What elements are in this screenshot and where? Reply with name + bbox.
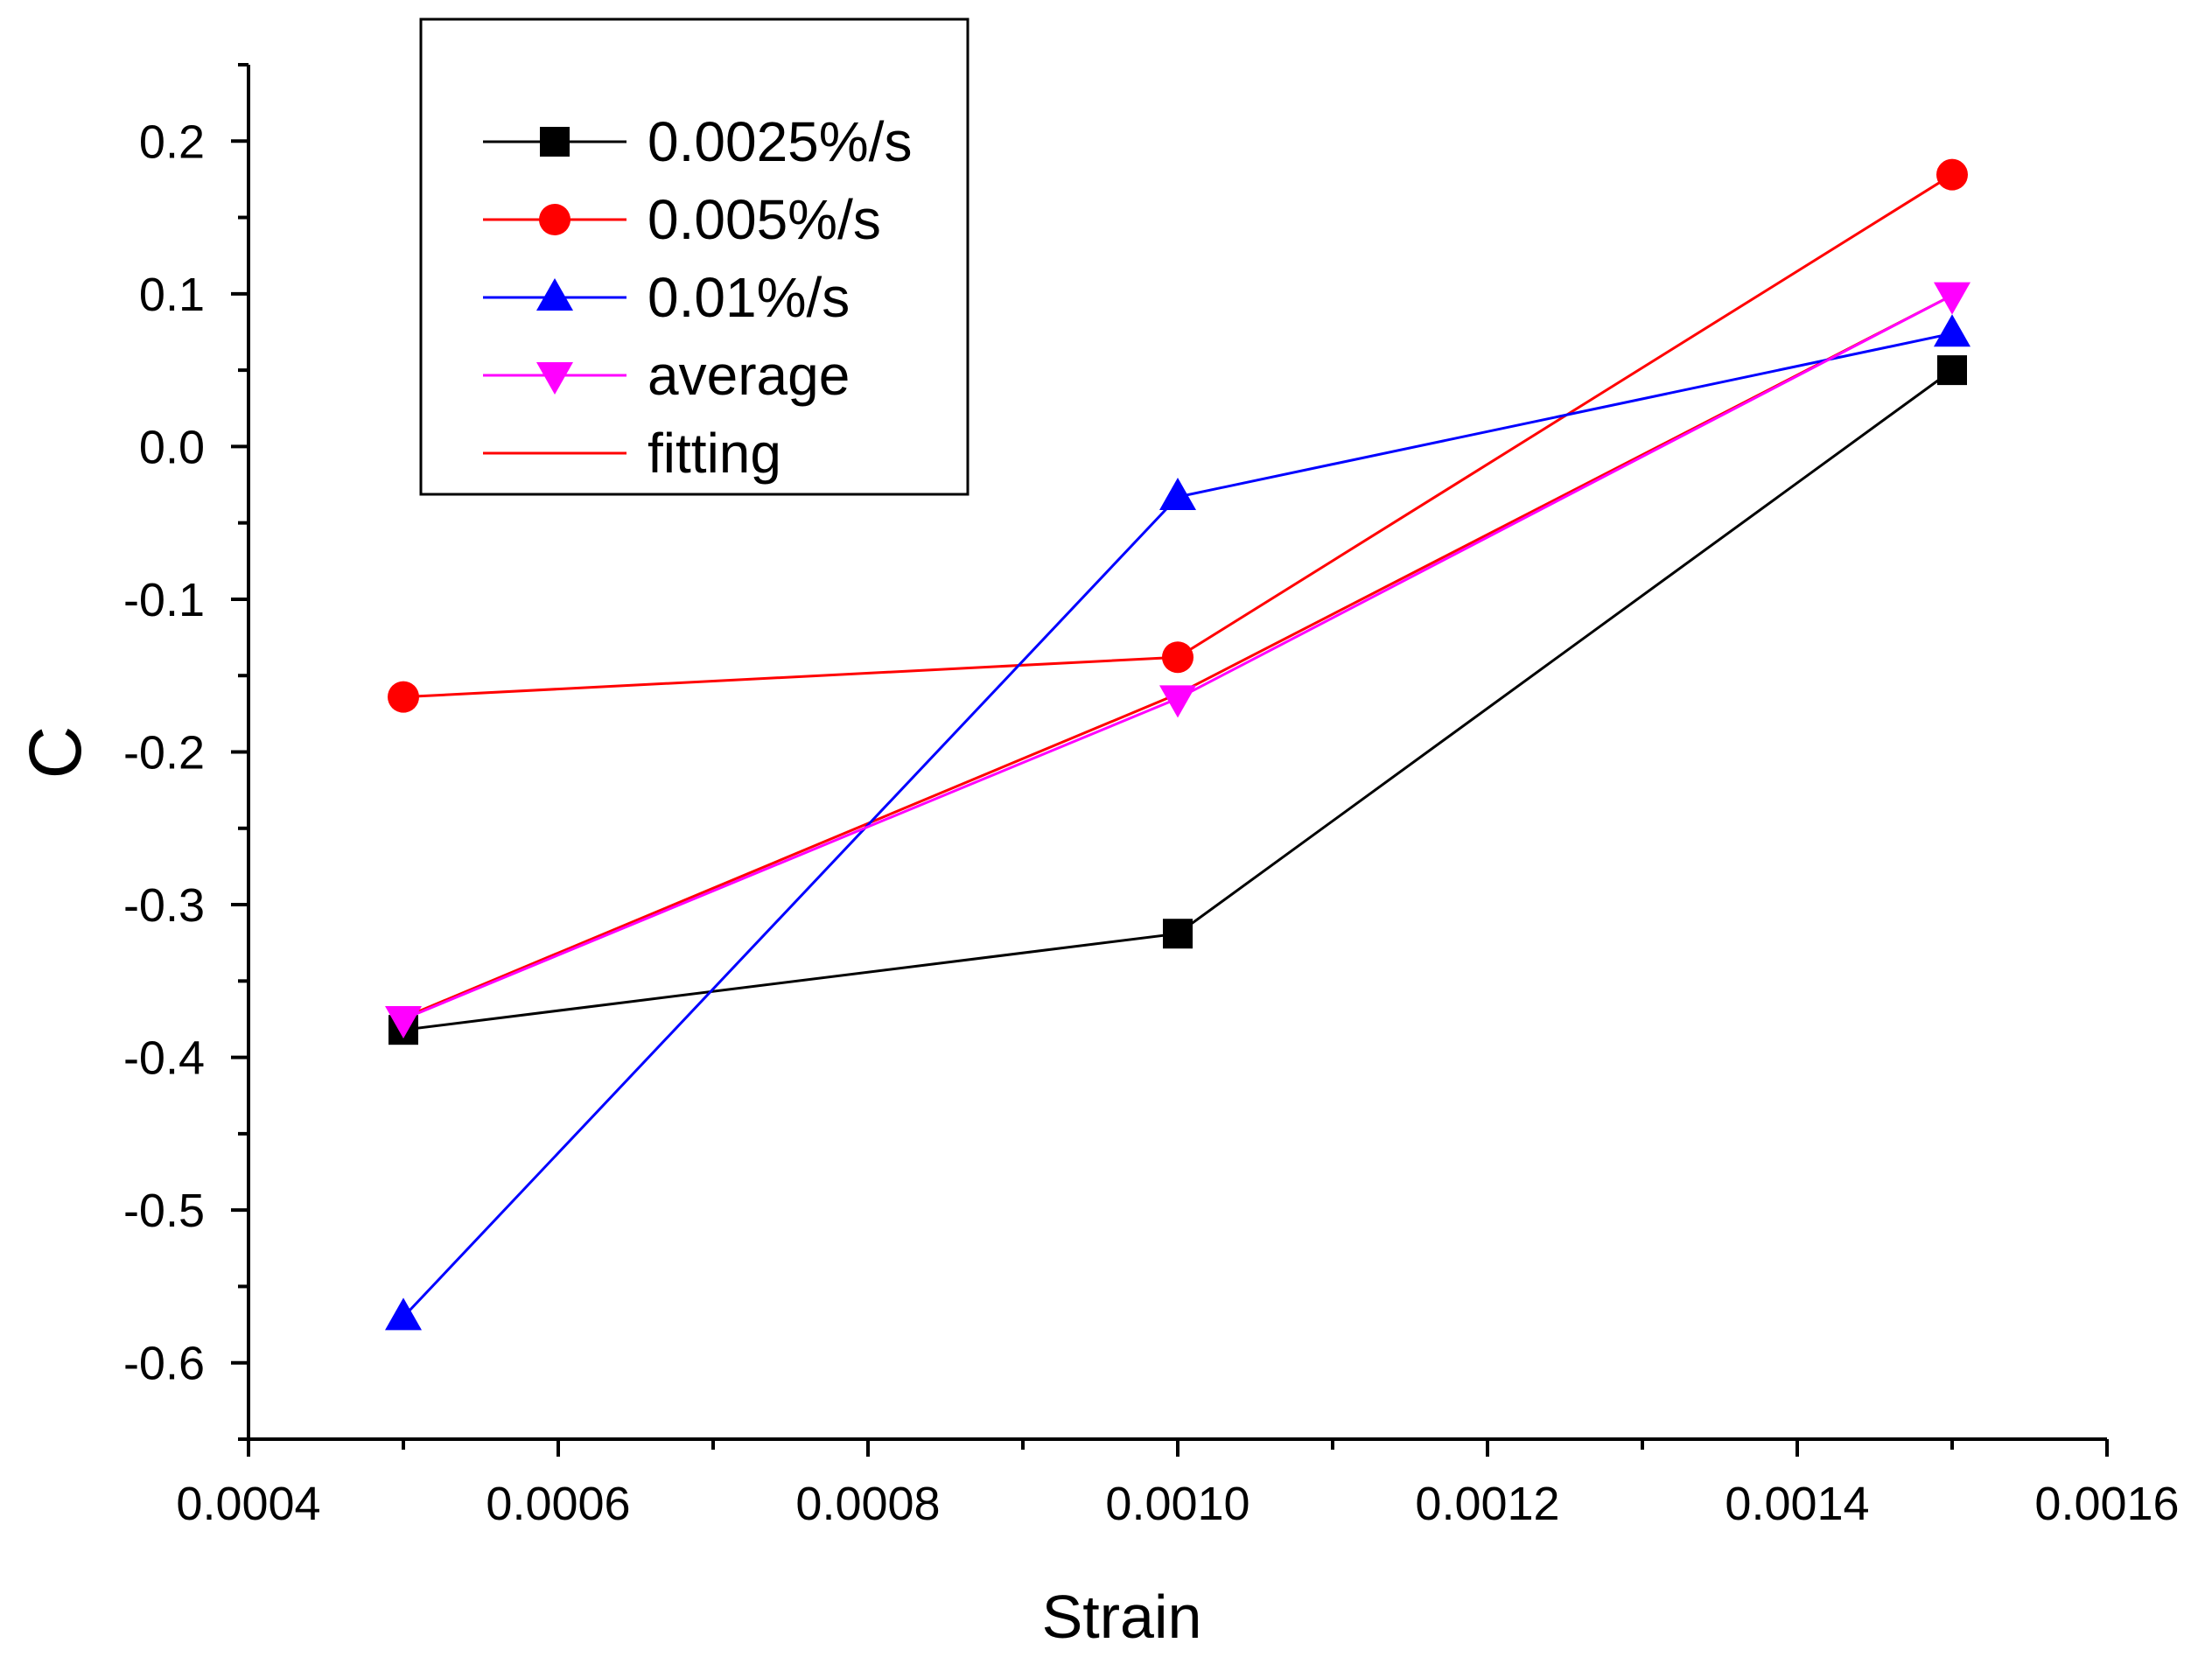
x-tick-label: 0.0016	[2034, 1478, 2179, 1530]
x-tick-label: 0.0006	[486, 1478, 630, 1530]
data-point-1-0	[388, 681, 419, 713]
x-axis-title: Strain	[1042, 1583, 1202, 1651]
legend-label-1: 0.005%/s	[648, 188, 881, 251]
x-tick-label: 0.0010	[1105, 1478, 1250, 1530]
legend-label-3: average	[648, 344, 850, 407]
x-tick-label: 0.0004	[176, 1478, 320, 1530]
data-point-2-2	[1934, 314, 1970, 347]
legend-label-4: fitting	[648, 422, 781, 485]
y-axis-title: C	[14, 726, 96, 780]
x-tick-label: 0.0008	[795, 1478, 940, 1530]
legend-marker-3	[536, 362, 573, 395]
y-tick-label: -0.3	[123, 879, 205, 932]
y-tick-label: -0.5	[123, 1185, 205, 1237]
y-tick-label: -0.6	[123, 1338, 205, 1390]
data-point-0-1	[1163, 919, 1193, 949]
series-layer	[385, 158, 1970, 1331]
legend-label-2: 0.01%/s	[648, 266, 850, 329]
y-tick-label: -0.2	[123, 727, 205, 780]
data-point-1-1	[1162, 641, 1194, 674]
x-tick-label: 0.0012	[1415, 1478, 1559, 1530]
y-tick-label: 0.1	[139, 269, 205, 321]
data-point-3-0	[385, 1005, 422, 1038]
legend-marker-0	[540, 127, 570, 157]
y-tick-label: -0.4	[123, 1032, 205, 1085]
data-point-0-2	[1937, 355, 1967, 386]
data-point-2-0	[385, 1297, 422, 1331]
legend: 0.0025%/s 0.005%/s 0.01%/s average fitting	[419, 17, 970, 496]
legend-label-0: 0.0025%/s	[648, 110, 912, 173]
axis-titles: Strain C	[14, 726, 1201, 1651]
data-point-2-1	[1159, 477, 1196, 510]
legend-marker-2	[536, 278, 573, 311]
data-point-1-2	[1936, 158, 1968, 191]
data-point-3-2	[1934, 282, 1970, 315]
axes: 0.0004 0.0006 0.0008 0.0010 0.0012 0.0014 0.00…	[123, 63, 2180, 1530]
legend-box	[419, 17, 970, 496]
y-tick-label: 0.0	[139, 421, 205, 473]
y-tick-label: -0.1	[123, 574, 205, 626]
y-tick-label: 0.2	[139, 115, 205, 168]
legend-marker-1	[539, 204, 570, 235]
data-point-3-1	[1159, 685, 1196, 718]
x-tick-label: 0.0014	[1725, 1478, 1869, 1530]
